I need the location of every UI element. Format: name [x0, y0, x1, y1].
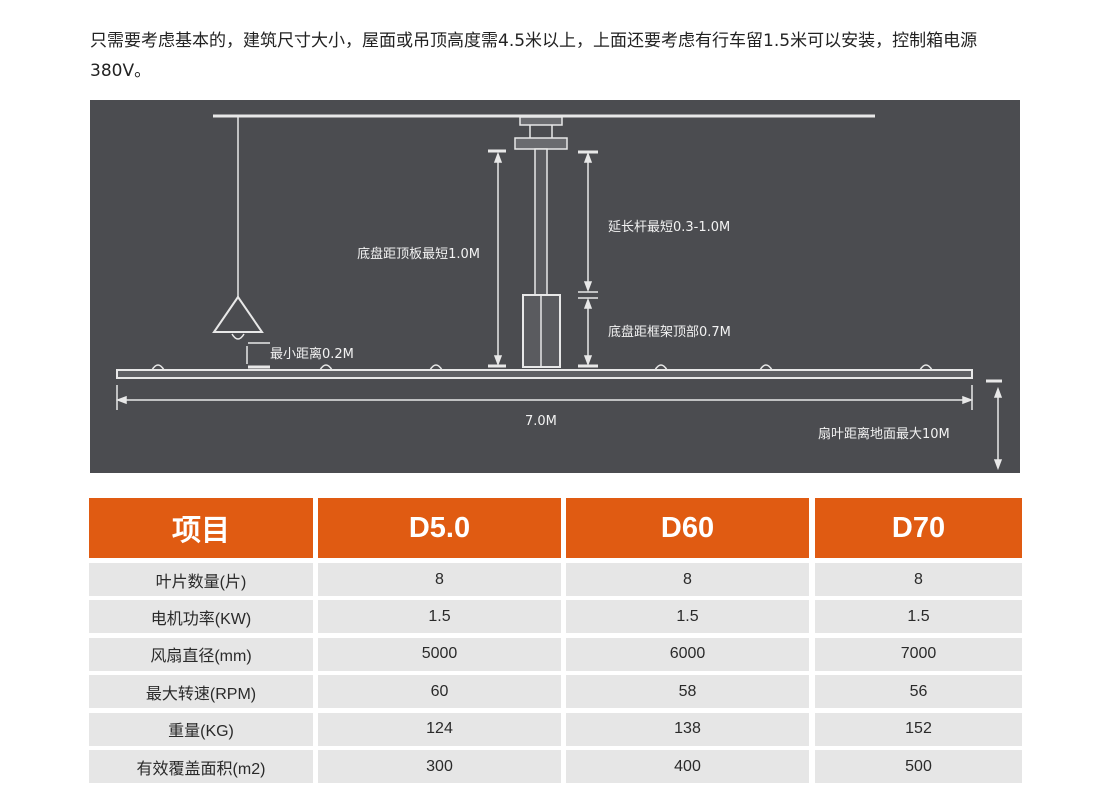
row-value: 8 — [318, 563, 561, 596]
row-value: 124 — [318, 712, 561, 746]
row-value: 58 — [566, 675, 809, 709]
label-extension-rod: 延长杆最短0.3-1.0M — [608, 220, 731, 235]
row-value: 1.5 — [815, 600, 1022, 634]
intro-text: 只需要考虑基本的，建筑尺寸大小，屋面或吊顶高度需4.5米以上，上面还要考虑有行车… — [90, 31, 978, 81]
row-value: 138 — [566, 712, 809, 746]
row-value: 8 — [815, 563, 1022, 596]
label-chassis-to-frame: 底盘距框架顶部0.7M — [608, 325, 731, 340]
row-value: 400 — [566, 750, 809, 783]
row-value: 60 — [318, 675, 561, 709]
row-label: 最大转速(RPM) — [89, 675, 313, 709]
label-diameter: 7.0M — [525, 414, 557, 429]
row-label: 重量(KG) — [89, 712, 313, 746]
row-label: 电机功率(KW) — [89, 600, 313, 634]
row-label: 有效覆盖面积(m2) — [89, 750, 313, 783]
extension-rod — [534, 148, 548, 298]
installation-diagram: 底盘距顶板最短1.0M 延长杆最短0.3-1.0M 底盘距框架顶部0.7M 最小… — [90, 100, 1020, 473]
pendant-lamp — [212, 295, 264, 333]
header-d70: D70 — [815, 498, 1022, 558]
row-value: 5000 — [318, 637, 561, 671]
header-d50: D5.0 — [318, 498, 561, 558]
header-d60: D60 — [566, 498, 809, 558]
row-value: 1.5 — [318, 600, 561, 634]
row-value: 8 — [566, 563, 809, 596]
row-value: 500 — [815, 750, 1022, 783]
mount-plate — [519, 116, 563, 126]
header-item: 项目 — [89, 498, 313, 558]
fan-installation-drawing — [115, 114, 1003, 471]
label-blade-to-ground: 扇叶距离地面最大10M — [818, 427, 950, 442]
row-value: 7000 — [815, 637, 1022, 671]
label-min-distance: 最小距离0.2M — [270, 347, 354, 362]
label-chassis-to-ceiling: 底盘距顶板最短1.0M — [357, 247, 480, 262]
row-label: 叶片数量(片) — [89, 563, 313, 596]
fan-blade — [116, 369, 973, 379]
row-value: 152 — [815, 712, 1022, 746]
row-value: 1.5 — [566, 600, 809, 634]
row-value: 56 — [815, 675, 1022, 709]
row-value: 6000 — [566, 637, 809, 671]
row-label: 风扇直径(mm) — [89, 637, 313, 671]
row-value: 300 — [318, 750, 561, 783]
